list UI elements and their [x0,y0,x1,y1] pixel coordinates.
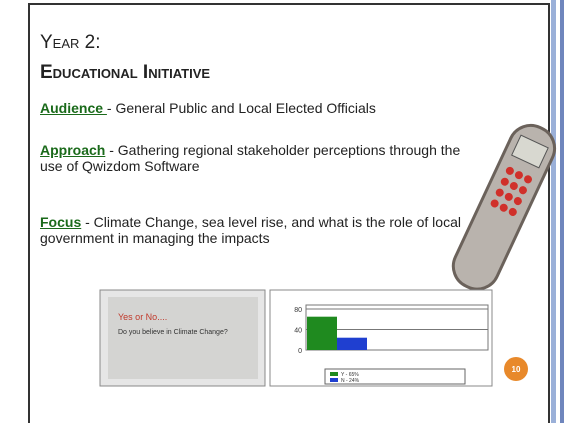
y-tick-label: 0 [298,348,302,355]
y-tick-label: 80 [294,307,302,314]
legend-label: N - 24% [341,378,360,384]
y-tick-label: 40 [294,328,302,335]
left-image-question: Do you believe in Climate Change? [118,329,228,336]
bar [337,338,367,350]
item: Focus - Climate Change, sea level rise, … [40,214,470,246]
item-text: - Climate Change, sea level rise, and wh… [40,214,461,246]
title-line-1: Year 2: [40,32,101,54]
item-label: Focus [40,214,81,230]
item-label: Approach [40,142,105,158]
legend-swatch [330,378,338,382]
frame-stripe [551,0,556,423]
legend-swatch [330,372,338,376]
bar [307,317,337,350]
left-image-heading: Yes or No.... [118,312,167,322]
item: Audience - General Public and Local Elec… [40,100,530,116]
title-line-2: Educational Initiative [40,62,210,84]
page-number: 10 [512,365,521,374]
left-image-screen [108,297,258,379]
frame-stripe [560,0,564,423]
item-text: - General Public and Local Elected Offic… [107,100,376,116]
item: Approach - Gathering regional stakeholde… [40,142,470,174]
item-label: Audience [40,100,107,116]
slide: Yes or No.... Do you believe in Climate … [0,0,576,423]
